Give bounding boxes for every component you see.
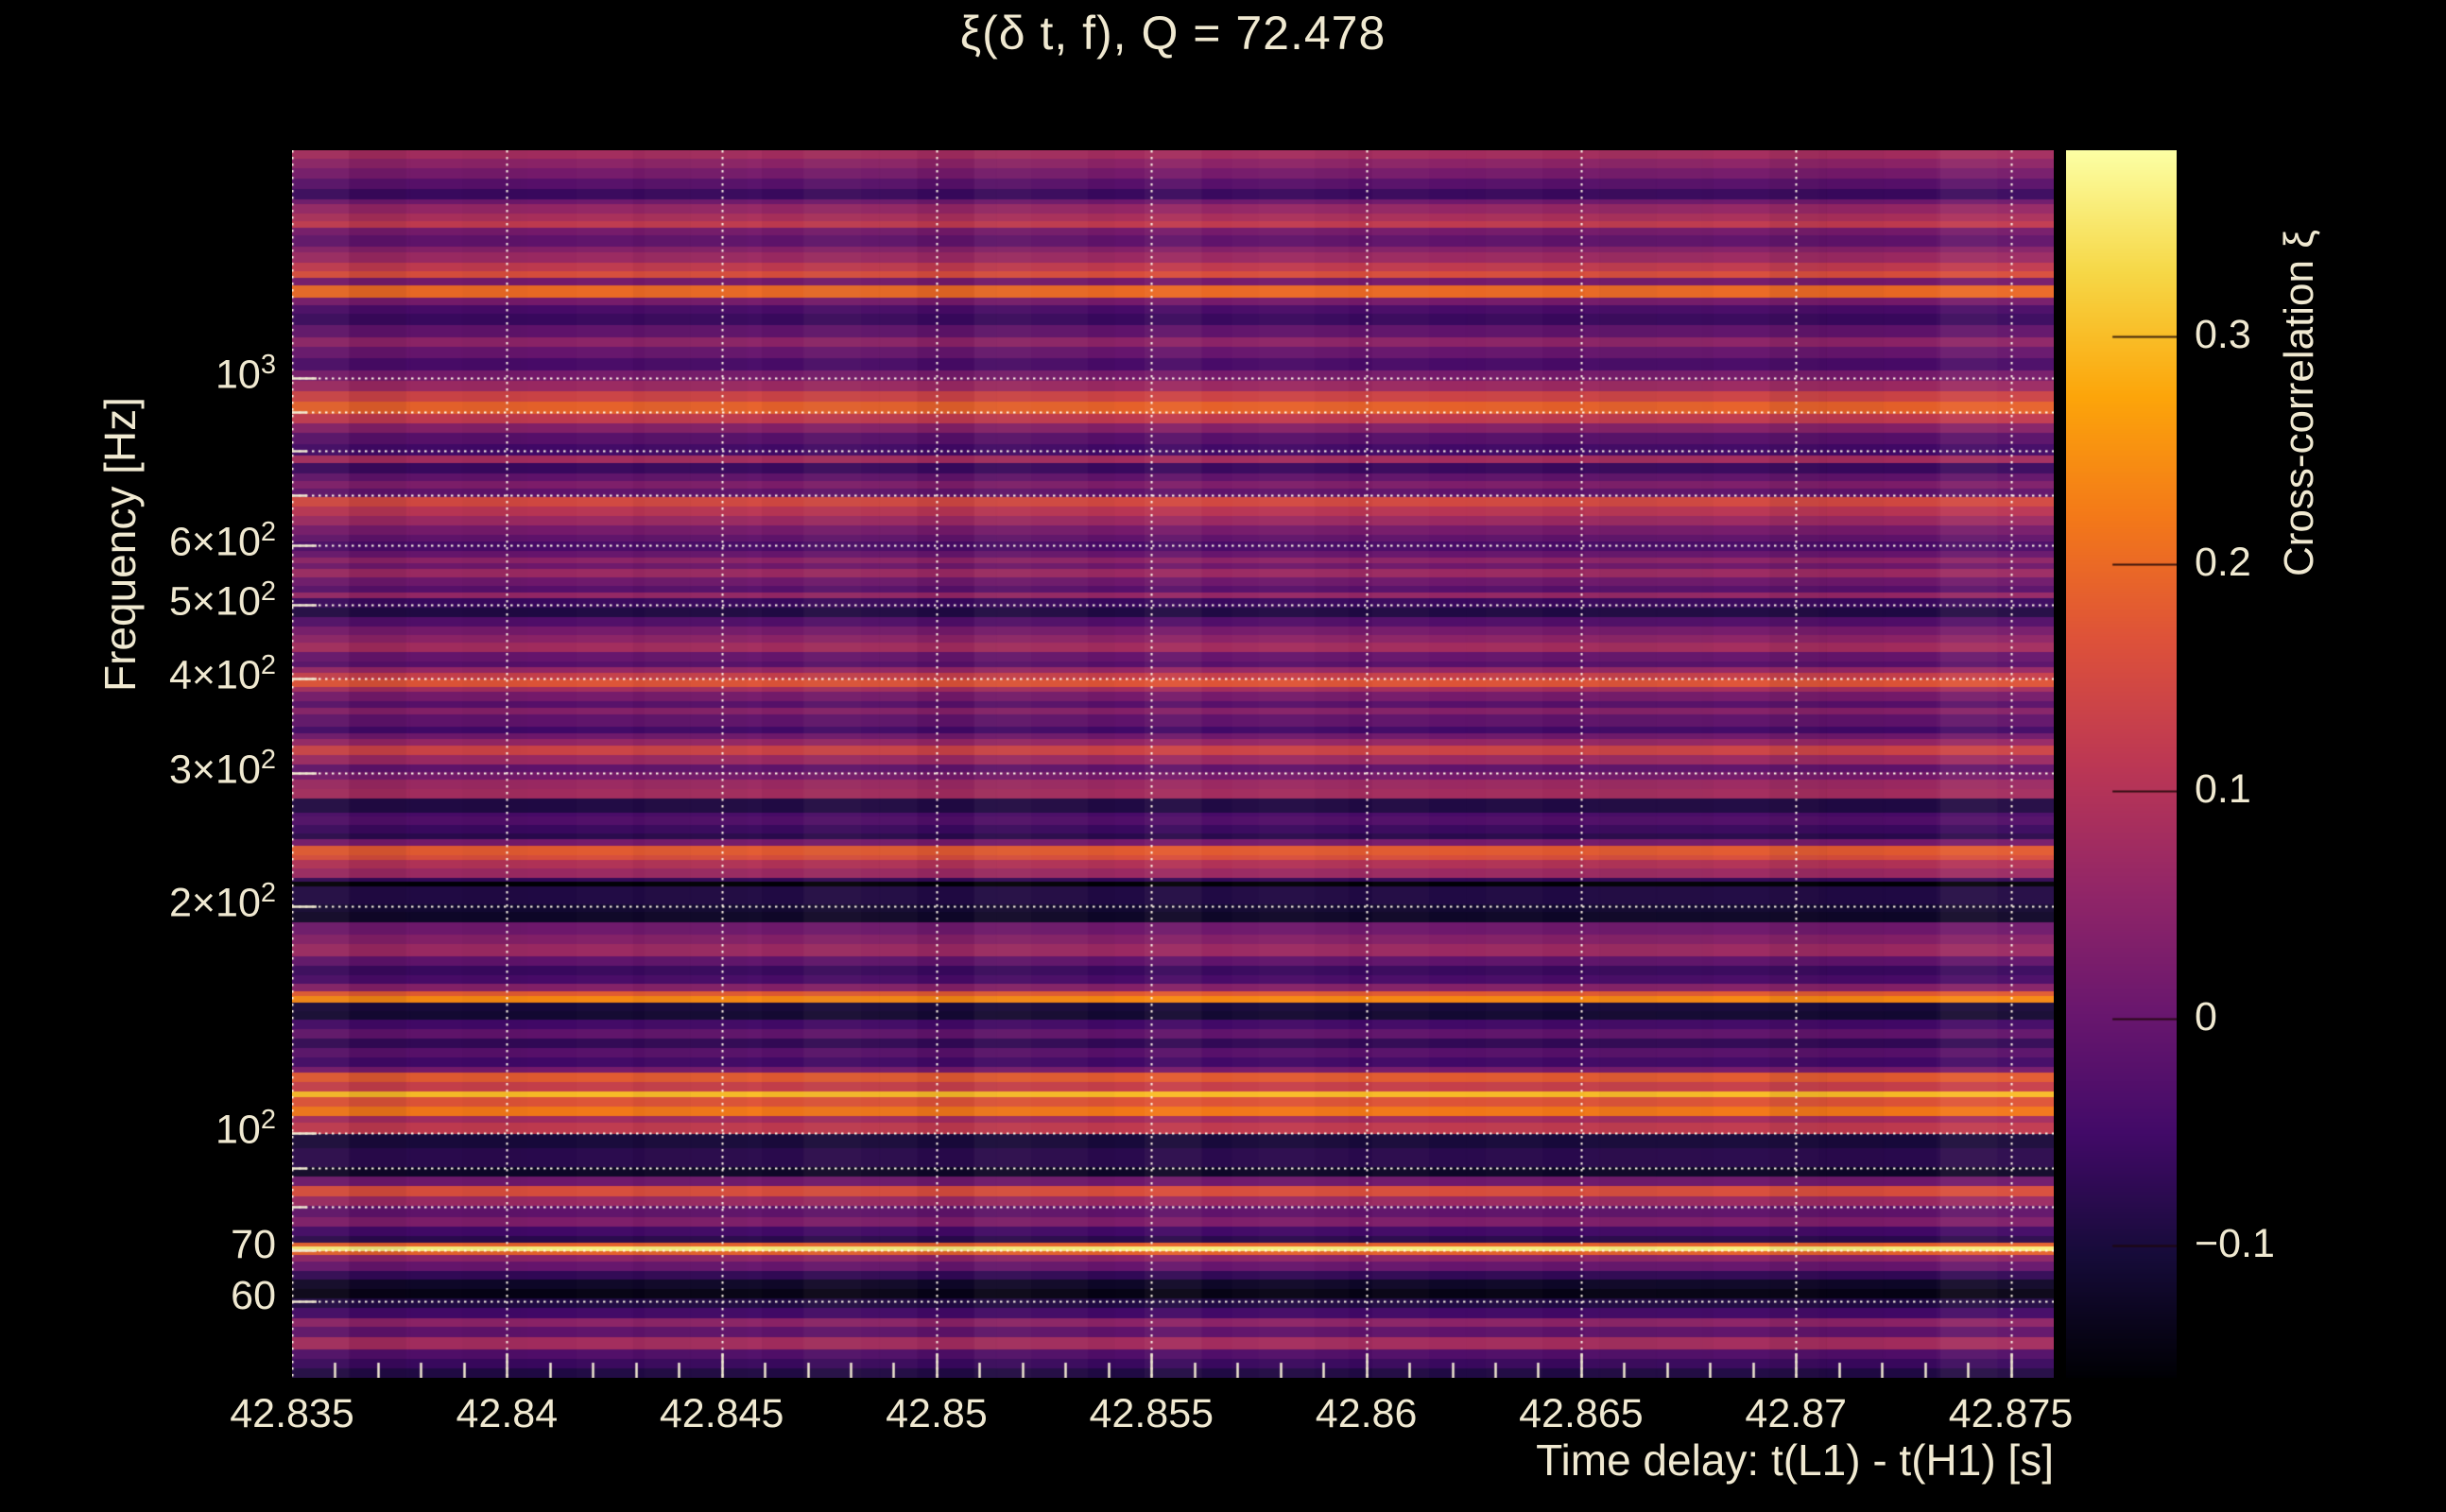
y-tick-label: 70 [231, 1222, 276, 1268]
x-tick-label: 42.845 [659, 1391, 784, 1436]
x-tick-label: 42.87 [1745, 1391, 1848, 1436]
colorbar-tick-label: 0.3 [2195, 312, 2251, 358]
x-tick-label: 42.865 [1519, 1391, 1644, 1436]
y-tick-label: 2×102 [169, 877, 276, 926]
colorbar-tick-label: −0.1 [2195, 1221, 2275, 1267]
colorbar-tick-label: 0 [2195, 993, 2217, 1040]
x-tick-label: 42.85 [886, 1391, 988, 1436]
x-tick-label: 42.84 [456, 1391, 559, 1436]
colorbar-tick-label: 0.2 [2195, 539, 2251, 585]
colorbar-canvas [2066, 150, 2177, 1378]
colorbar-tick-label: 0.1 [2195, 766, 2251, 813]
x-tick-label: 42.86 [1315, 1391, 1418, 1436]
x-tick-label: 42.875 [1948, 1391, 2074, 1436]
y-tick-label: 102 [215, 1105, 276, 1153]
y-tick-label: 6×102 [169, 517, 276, 565]
x-tick-label: 42.835 [230, 1391, 354, 1436]
y-tick-label: 103 [215, 349, 276, 398]
colorbar-label: Cross-correlation ξ [2276, 230, 2322, 576]
y-tick-label: 60 [231, 1272, 276, 1318]
y-tick-label: 5×102 [169, 576, 276, 625]
plot-title: ξ(δ t, f), Q = 72.478 [959, 7, 1387, 60]
y-tick-label: 3×102 [169, 744, 276, 793]
x-axis-label: Time delay: t(L1) - t(H1) [s] [1536, 1435, 2054, 1485]
y-tick-label: 4×102 [169, 649, 276, 698]
x-tick-label: 42.855 [1089, 1391, 1214, 1436]
heatmap-canvas [292, 150, 2054, 1378]
